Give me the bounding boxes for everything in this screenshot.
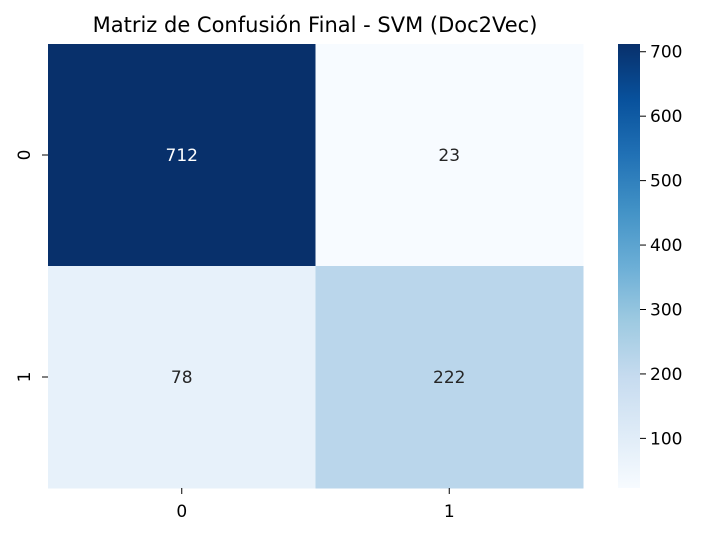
colorbar-tick-label: 200 — [650, 365, 682, 385]
colorbar-tick-label: 300 — [650, 300, 682, 320]
colorbar-tick-label: 100 — [650, 429, 682, 449]
x-tick-label: 0 — [176, 502, 187, 522]
cell-value-label: 712 — [166, 146, 198, 166]
heatmap-cells — [48, 44, 584, 489]
y-tick-label: 0 — [15, 150, 35, 161]
x-tick-label: 1 — [444, 502, 455, 522]
y-tick-label: 1 — [15, 372, 35, 383]
heatmap-cell-labels: 712 23 78 222 — [166, 146, 466, 388]
y-axis: 01 — [15, 150, 48, 383]
heatmap-cell — [48, 44, 316, 267]
colorbar-tick-label: 600 — [650, 107, 682, 127]
colorbar-axis: 100 200 300 400 500 600 700 — [640, 43, 682, 449]
cell-value-label: 222 — [433, 368, 465, 388]
colorbar-tick-label: 700 — [650, 43, 682, 63]
chart-title: Matriz de Confusión Final - SVM (Doc2Vec… — [93, 13, 538, 37]
colorbar-tick-label: 500 — [650, 172, 682, 192]
cell-value-label: 78 — [171, 368, 193, 388]
colorbar — [618, 44, 640, 488]
cell-value-label: 23 — [438, 146, 460, 166]
heatmap-cell — [315, 266, 584, 489]
colorbar-tick-label: 400 — [650, 236, 682, 256]
heatmap-cell — [315, 44, 584, 267]
heatmap-cell — [48, 266, 316, 489]
